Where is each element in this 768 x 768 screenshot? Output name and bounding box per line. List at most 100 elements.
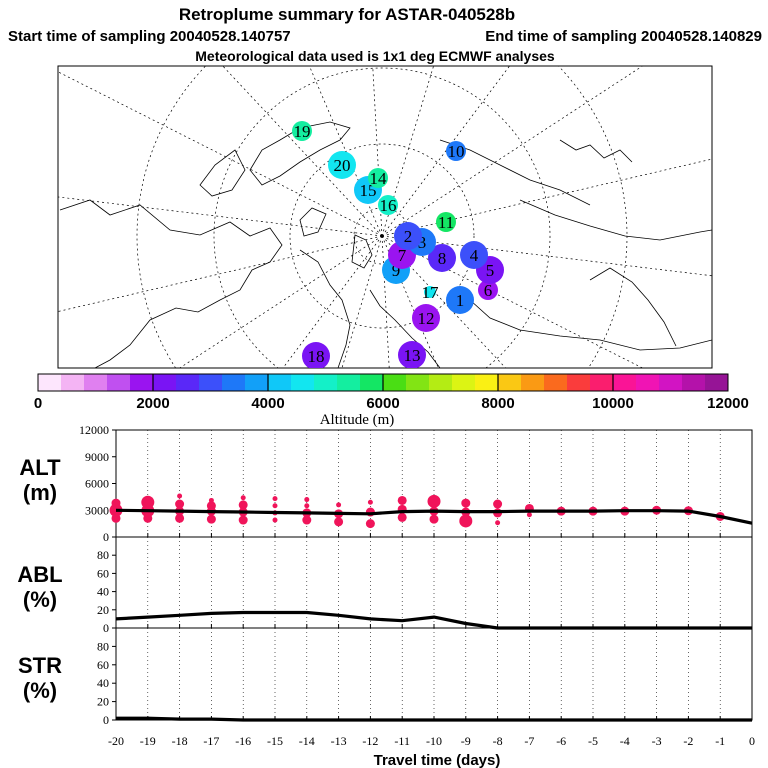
colorbar-swatch (199, 374, 223, 391)
colorbar-swatch (245, 374, 269, 391)
map-cluster-label: 9 (392, 261, 401, 280)
colorbar-swatch (337, 374, 361, 391)
cluster-dot (302, 515, 312, 525)
meridian-line-8 (58, 235, 383, 312)
y-tick-label: 3000 (85, 503, 109, 517)
map-cluster-marker (446, 286, 474, 314)
coastline-6 (519, 199, 712, 241)
figure-title: Retroplume summary for ASTAR-040528b (179, 5, 515, 24)
coastline-5 (469, 299, 712, 351)
panel-unit: (%) (23, 587, 57, 612)
cluster-dot (429, 514, 439, 524)
cluster-dot (175, 499, 185, 509)
map-cluster-marker (378, 195, 398, 215)
colorbar-swatch (360, 374, 384, 391)
colorbar-swatch (544, 374, 568, 391)
map-cluster-16: 16 (378, 195, 398, 215)
cluster-dot (526, 512, 532, 518)
y-tick-label: 6000 (85, 477, 109, 491)
cluster-dot (304, 497, 310, 503)
y-tick-label: 40 (97, 676, 109, 690)
colorbar-swatch (84, 374, 108, 391)
map-cluster-19: 19 (292, 121, 312, 141)
colorbar-swatch (429, 374, 453, 391)
cluster-dot (272, 517, 278, 523)
colorbar-swatch (452, 374, 476, 391)
map-cluster-label: 8 (438, 249, 447, 268)
colorbar-tick-label: 10000 (592, 395, 634, 412)
y-tick-label: 0 (103, 530, 109, 544)
y-tick-label: 12000 (79, 423, 109, 437)
coastline-1 (249, 121, 351, 186)
map-cluster-marker (302, 342, 330, 368)
colorbar-tick-label: 4000 (251, 395, 284, 412)
x-tick-label: -18 (172, 734, 188, 748)
panel-unit: (%) (23, 678, 57, 703)
panel-title: STR (18, 653, 62, 678)
panel-title: ALT (19, 455, 61, 480)
colorbar-swatch (659, 374, 683, 391)
colorbar-swatch (613, 374, 637, 391)
map-cluster-label: 20 (334, 156, 351, 175)
colorbar-swatch (521, 374, 545, 391)
x-tick-label: -2 (683, 734, 693, 748)
x-tick-label: -3 (652, 734, 662, 748)
cluster-dot (177, 493, 183, 499)
cluster-dot (272, 496, 278, 502)
colorbar-tick-label: 8000 (481, 395, 514, 412)
y-tick-label: 9000 (85, 450, 109, 464)
map-cluster-20: 20 (328, 151, 356, 179)
colorbar-swatch (406, 374, 430, 391)
cluster-dot (367, 499, 373, 505)
coastline-0 (59, 199, 283, 368)
meridian-line-16 (381, 66, 644, 237)
y-tick-label: 80 (97, 548, 109, 562)
map-cluster-marker (460, 241, 488, 269)
map-cluster-marker (428, 244, 456, 272)
map-cluster-14: 14 (368, 168, 388, 188)
x-tick-label: -13 (331, 734, 347, 748)
time-series-panels: 030006000900012000ALT(m)020406080ABL(%)0… (17, 423, 755, 768)
map-cluster-label: 13 (404, 346, 421, 365)
meridian-line-14 (381, 66, 434, 237)
x-tick-label: -7 (524, 734, 534, 748)
cluster-dot (175, 513, 185, 523)
panel-alt: 0 3000 6000 9000 12000 ALT(m) (19, 423, 753, 544)
cluster-dot (365, 519, 375, 529)
x-tick-label: -17 (203, 734, 219, 748)
coastline-7 (589, 267, 677, 347)
met-data-note: Meteorological data used is 1x1 deg ECMW… (195, 48, 555, 64)
x-tick-label: -1 (715, 734, 725, 748)
map-cluster-marker (328, 151, 356, 179)
meridian-line-11 (222, 66, 383, 237)
meridian-line-15 (381, 66, 510, 237)
map-cluster-marker (412, 304, 440, 332)
x-tick-label: -20 (108, 734, 124, 748)
x-tick-label: -11 (394, 734, 410, 748)
coastline-2 (199, 149, 246, 197)
colorbar-swatch (176, 374, 200, 391)
colorbar-swatch (38, 374, 62, 391)
map-cluster-label: 16 (380, 196, 397, 215)
colorbar-swatch (268, 374, 292, 391)
y-tick-label: 60 (97, 566, 109, 580)
map-cluster-label: 11 (438, 213, 454, 232)
map-cluster-label: 1 (456, 291, 465, 310)
map-cluster-4: 4 (460, 241, 488, 269)
map-cluster-label: 19 (294, 122, 311, 141)
meridian-line-1 (381, 235, 644, 368)
x-tick-label: 0 (749, 734, 755, 748)
colorbar-swatch (314, 374, 338, 391)
panel-title: ABL (17, 562, 62, 587)
x-tick-label: -4 (620, 734, 630, 748)
map-cluster-17: 17 (422, 283, 440, 302)
colorbar-swatch (130, 374, 154, 391)
cluster-dot (238, 500, 248, 510)
coastline-10 (299, 207, 327, 237)
map-cluster-13: 13 (398, 341, 426, 368)
colorbar-tick-label: 12000 (707, 395, 749, 412)
colorbar-swatch (222, 374, 246, 391)
